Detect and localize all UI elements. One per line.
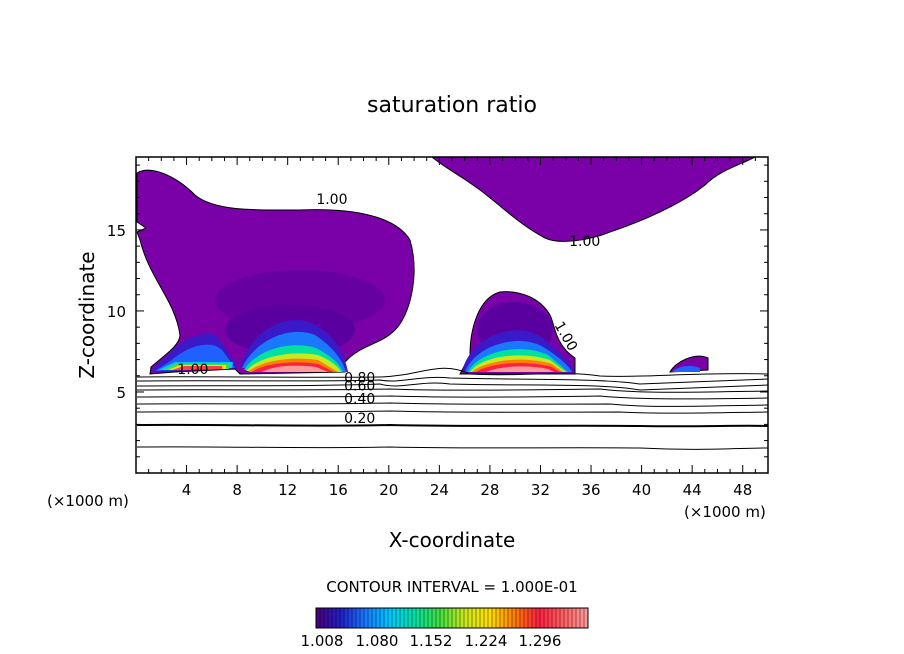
contour-label: 0.40 [344,391,375,407]
y-tick-label: 10 [107,303,126,321]
x-tick-label: 40 [632,481,651,499]
contour-label: 1.00 [177,362,208,378]
x-tick-label: 8 [232,481,242,499]
x-tick-label: 12 [278,481,297,499]
x-tick-label: 20 [379,481,398,499]
colorbar-tick-label: 1.008 [301,632,344,650]
contour-interval-text: CONTOUR INTERVAL = 1.000E-01 [326,578,577,596]
contour-label: 0.60 [344,378,375,394]
x-tick-label: 28 [480,481,499,499]
colorbar-tick-label: 1.224 [465,632,508,650]
y-axis-label: Z-coordinate [75,251,99,378]
colorbar-segments [319,608,585,628]
y-tick-label: 15 [107,222,126,240]
y-axis: 5 10 15 [107,164,768,458]
contour-fills [136,156,756,375]
x-unit-left: (×1000 m) [47,492,129,510]
x-axis: 4 8 12 16 20 24 28 32 36 40 44 48 [148,157,756,499]
contour-label: 0.80 [344,370,375,386]
x-tick-label: 48 [733,481,752,499]
x-tick-label: 32 [531,481,550,499]
x-tick-label: 44 [683,481,702,499]
x-axis-label: X-coordinate [389,528,516,552]
colorbar-tick-label: 1.296 [519,632,562,650]
y-tick-label: 5 [116,384,126,402]
contour-label: 1.00 [569,234,600,250]
colorbar-tick-label: 1.080 [356,632,399,650]
contour-label: 1.00 [316,192,347,208]
contour-lines [136,367,769,450]
x-tick-label: 16 [329,481,348,499]
contour-label: 0.20 [344,411,375,427]
contour-labels: 1.001.001.001.000.800.600.400.20 [177,192,600,427]
colorbar-tick-label: 1.152 [410,632,453,650]
x-tick-label: 4 [182,481,192,499]
x-tick-label: 24 [430,481,449,499]
chart-title: saturation ratio [367,93,537,118]
x-unit-right: (×1000 m) [684,503,766,521]
x-tick-label: 36 [581,481,600,499]
region-upper-right [430,156,756,242]
colorbar-ticks: 1.008 1.080 1.152 1.224 1.296 [301,632,562,650]
